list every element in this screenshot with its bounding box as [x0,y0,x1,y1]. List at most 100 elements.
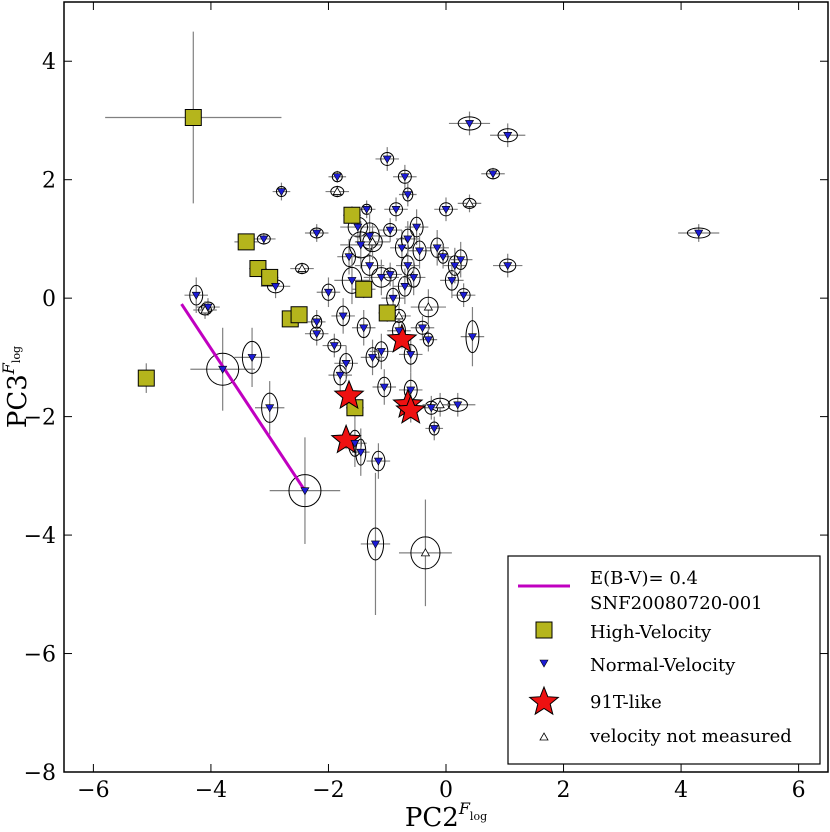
normal-velocity-point [415,247,425,256]
normal-velocity-point [368,354,378,362]
normal-velocity-point [464,120,475,129]
velocity-unmeasured-point [423,302,434,311]
x-axis-label: PC2Flog [405,799,487,832]
error-ellipse [339,353,354,374]
legend-91t-star-swatch [528,685,560,716]
x-axis-label-sup: F [458,799,471,818]
normal-velocity-point [453,401,463,410]
normal-velocity-point [403,191,413,200]
normal-velocity-point [488,170,498,179]
error-ellipse [497,128,518,143]
x-axis-label-sub: log [470,810,487,823]
reddening-vector-line [180,303,307,492]
normal-velocity-point [441,206,451,214]
normal-velocity-point [376,274,386,283]
error-ellipse [327,338,342,353]
normal-velocity-point [373,457,383,466]
high-velocity-point [355,280,373,298]
plot-area [105,31,720,616]
y-tick-label: 2 [42,169,56,194]
normal-velocity-point [467,333,477,342]
legend-unmeasured-swatch [539,732,549,741]
normal-velocity-point [359,324,369,333]
star-91t-point [330,423,362,454]
normal-velocity-point [426,404,436,413]
error-ellipse [418,296,439,318]
legend-box [507,555,821,765]
legend-label-high: High-Velocity [590,622,712,643]
high-velocity-point [290,306,308,324]
normal-velocity-point [459,291,469,300]
error-ellipse [331,171,343,183]
high-velocity-point [261,268,279,286]
normal-velocity-point [379,383,389,392]
error-ellipse [189,284,204,306]
y-axis-label-sup: F [0,362,18,375]
error-ellipse [256,233,271,245]
legend-normal-velocity-swatch [539,659,549,668]
error-ellipse [365,347,380,368]
error-ellipse [371,450,386,472]
normal-velocity-point [191,291,201,300]
error-ellipse [422,332,434,347]
error-ellipse [444,270,459,291]
normal-velocity-point [423,336,433,345]
error-ellipse [288,474,322,508]
normal-velocity-point [429,425,439,434]
error-ellipse [462,197,477,209]
normal-velocity-point [332,173,342,182]
error-ellipse [261,392,279,423]
x-tick-label: 0 [439,778,453,803]
velocity-unmeasured-point [464,198,475,207]
normal-velocity-point [409,274,419,283]
normal-velocity-point [350,439,360,448]
error-ellipse [456,288,471,303]
star-91t-point [395,394,427,424]
normal-velocity-point [417,324,428,333]
error-ellipse [377,376,392,398]
legend-label-unmeasured: velocity not measured [589,726,792,747]
normal-velocity-point [403,262,413,271]
legend-label-line-cont: SNF20080720-001 [590,593,763,614]
error-ellipse [428,421,440,436]
error-ellipse [309,326,324,341]
error-ellipse [499,258,517,273]
high-velocity-point [137,369,155,387]
error-ellipse [309,227,324,239]
velocity-unmeasured-point [435,399,445,409]
velocity-unmeasured-point [332,186,342,195]
y-tick-label: 4 [42,50,56,75]
normal-velocity-point [456,256,466,265]
y-tick-label: 0 [42,287,56,312]
normal-velocity-point [450,262,460,271]
normal-velocity-point [259,235,269,244]
high-velocity-point [184,109,202,126]
error-ellipse [410,536,441,570]
star-91t-point [386,323,418,353]
error-ellipse [409,216,424,238]
error-ellipse [402,187,414,202]
error-ellipse [406,267,421,288]
velocity-unmeasured-point [367,237,378,246]
error-ellipse [437,249,449,264]
normal-velocity-point [394,327,404,336]
normal-velocity-point [329,342,339,351]
normal-velocity-point [356,241,366,250]
normal-velocity-point [400,173,410,182]
normal-velocity-point [376,348,386,357]
error-ellipse [686,227,711,239]
x-tick-label: −4 [195,778,227,803]
star-91t-point [333,379,365,410]
error-ellipse [453,249,468,270]
y-tick-label: −4 [24,524,56,549]
error-ellipse [412,240,427,262]
legend-label-star: 91T-like [590,692,662,713]
normal-velocity-point [365,262,375,271]
error-ellipse [457,116,482,131]
error-ellipse [330,186,345,198]
normal-velocity-point [447,277,457,285]
error-ellipse [383,223,398,238]
error-ellipse [380,151,395,166]
error-ellipse [465,320,480,354]
normal-velocity-point [271,283,281,291]
